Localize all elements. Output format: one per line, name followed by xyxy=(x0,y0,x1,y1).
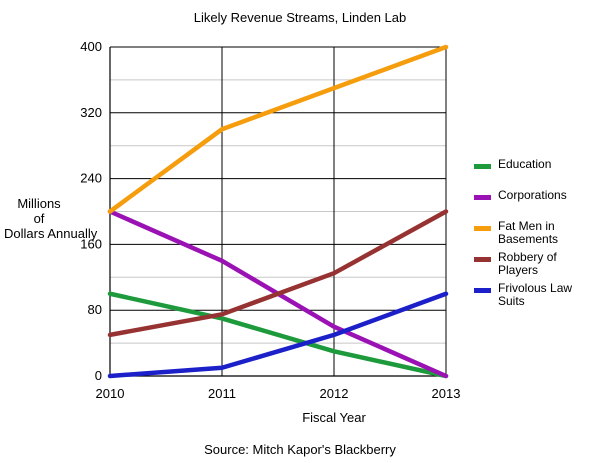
legend-item-fat-men-in-basements: Fat Men in Basements xyxy=(474,220,590,246)
series-line-frivolous-law-suits xyxy=(107,291,449,379)
y-tick-label: 80 xyxy=(88,302,102,317)
chart-title: Likely Revenue Streams, Linden Lab xyxy=(193,10,407,25)
legend-swatch xyxy=(474,164,491,169)
legend-label: Fat Men in Basements xyxy=(498,219,559,246)
series-line-education xyxy=(107,291,449,379)
legend-item-corporations: Corporations xyxy=(474,189,590,202)
x-tick-label: 2012 xyxy=(320,386,349,401)
y-axis-label-line: Millions xyxy=(17,196,61,211)
y-tick-label: 400 xyxy=(80,39,102,54)
y-tick-label: 160 xyxy=(80,236,102,251)
chart-series xyxy=(107,44,449,379)
chart-tick-labels: 0 80 160 240 320 400 2010 2011 2012 2013 xyxy=(80,39,460,401)
legend-swatch xyxy=(474,257,491,262)
x-axis-label: Fiscal Year xyxy=(302,410,366,425)
legend-item-frivolous-law-suits: Frivolous Law Suits xyxy=(474,282,590,308)
legend-swatch xyxy=(474,226,491,231)
y-axis-label-line: Dollars Annually xyxy=(4,226,98,241)
legend-item-education: Education xyxy=(474,158,590,171)
legend-label: Frivolous Law Suits xyxy=(498,281,573,308)
legend-item-robbery-of-players: Robbery of Players xyxy=(474,251,590,277)
y-axis-label-line: of xyxy=(33,211,45,226)
series-line-fat-men-in-basements xyxy=(107,44,449,214)
y-tick-label: 240 xyxy=(80,171,102,186)
legend-label: Corporations xyxy=(498,188,567,202)
legend-swatch xyxy=(474,288,491,293)
series-line-robbery-of-players xyxy=(107,209,449,338)
x-tick-label: 2013 xyxy=(432,386,461,401)
legend-label: Education xyxy=(498,157,552,171)
x-tick-label: 2011 xyxy=(208,386,236,401)
legend-label: Robbery of Players xyxy=(498,250,557,277)
y-tick-label: 320 xyxy=(80,105,102,120)
x-tick-label: 2010 xyxy=(96,386,125,401)
source-note: Source: Mitch Kapor's Blackberry xyxy=(204,442,396,457)
y-axis-label: Millions of Dollars Annually xyxy=(4,196,98,241)
y-tick-label: 0 xyxy=(95,368,102,383)
legend-swatch xyxy=(474,195,491,200)
